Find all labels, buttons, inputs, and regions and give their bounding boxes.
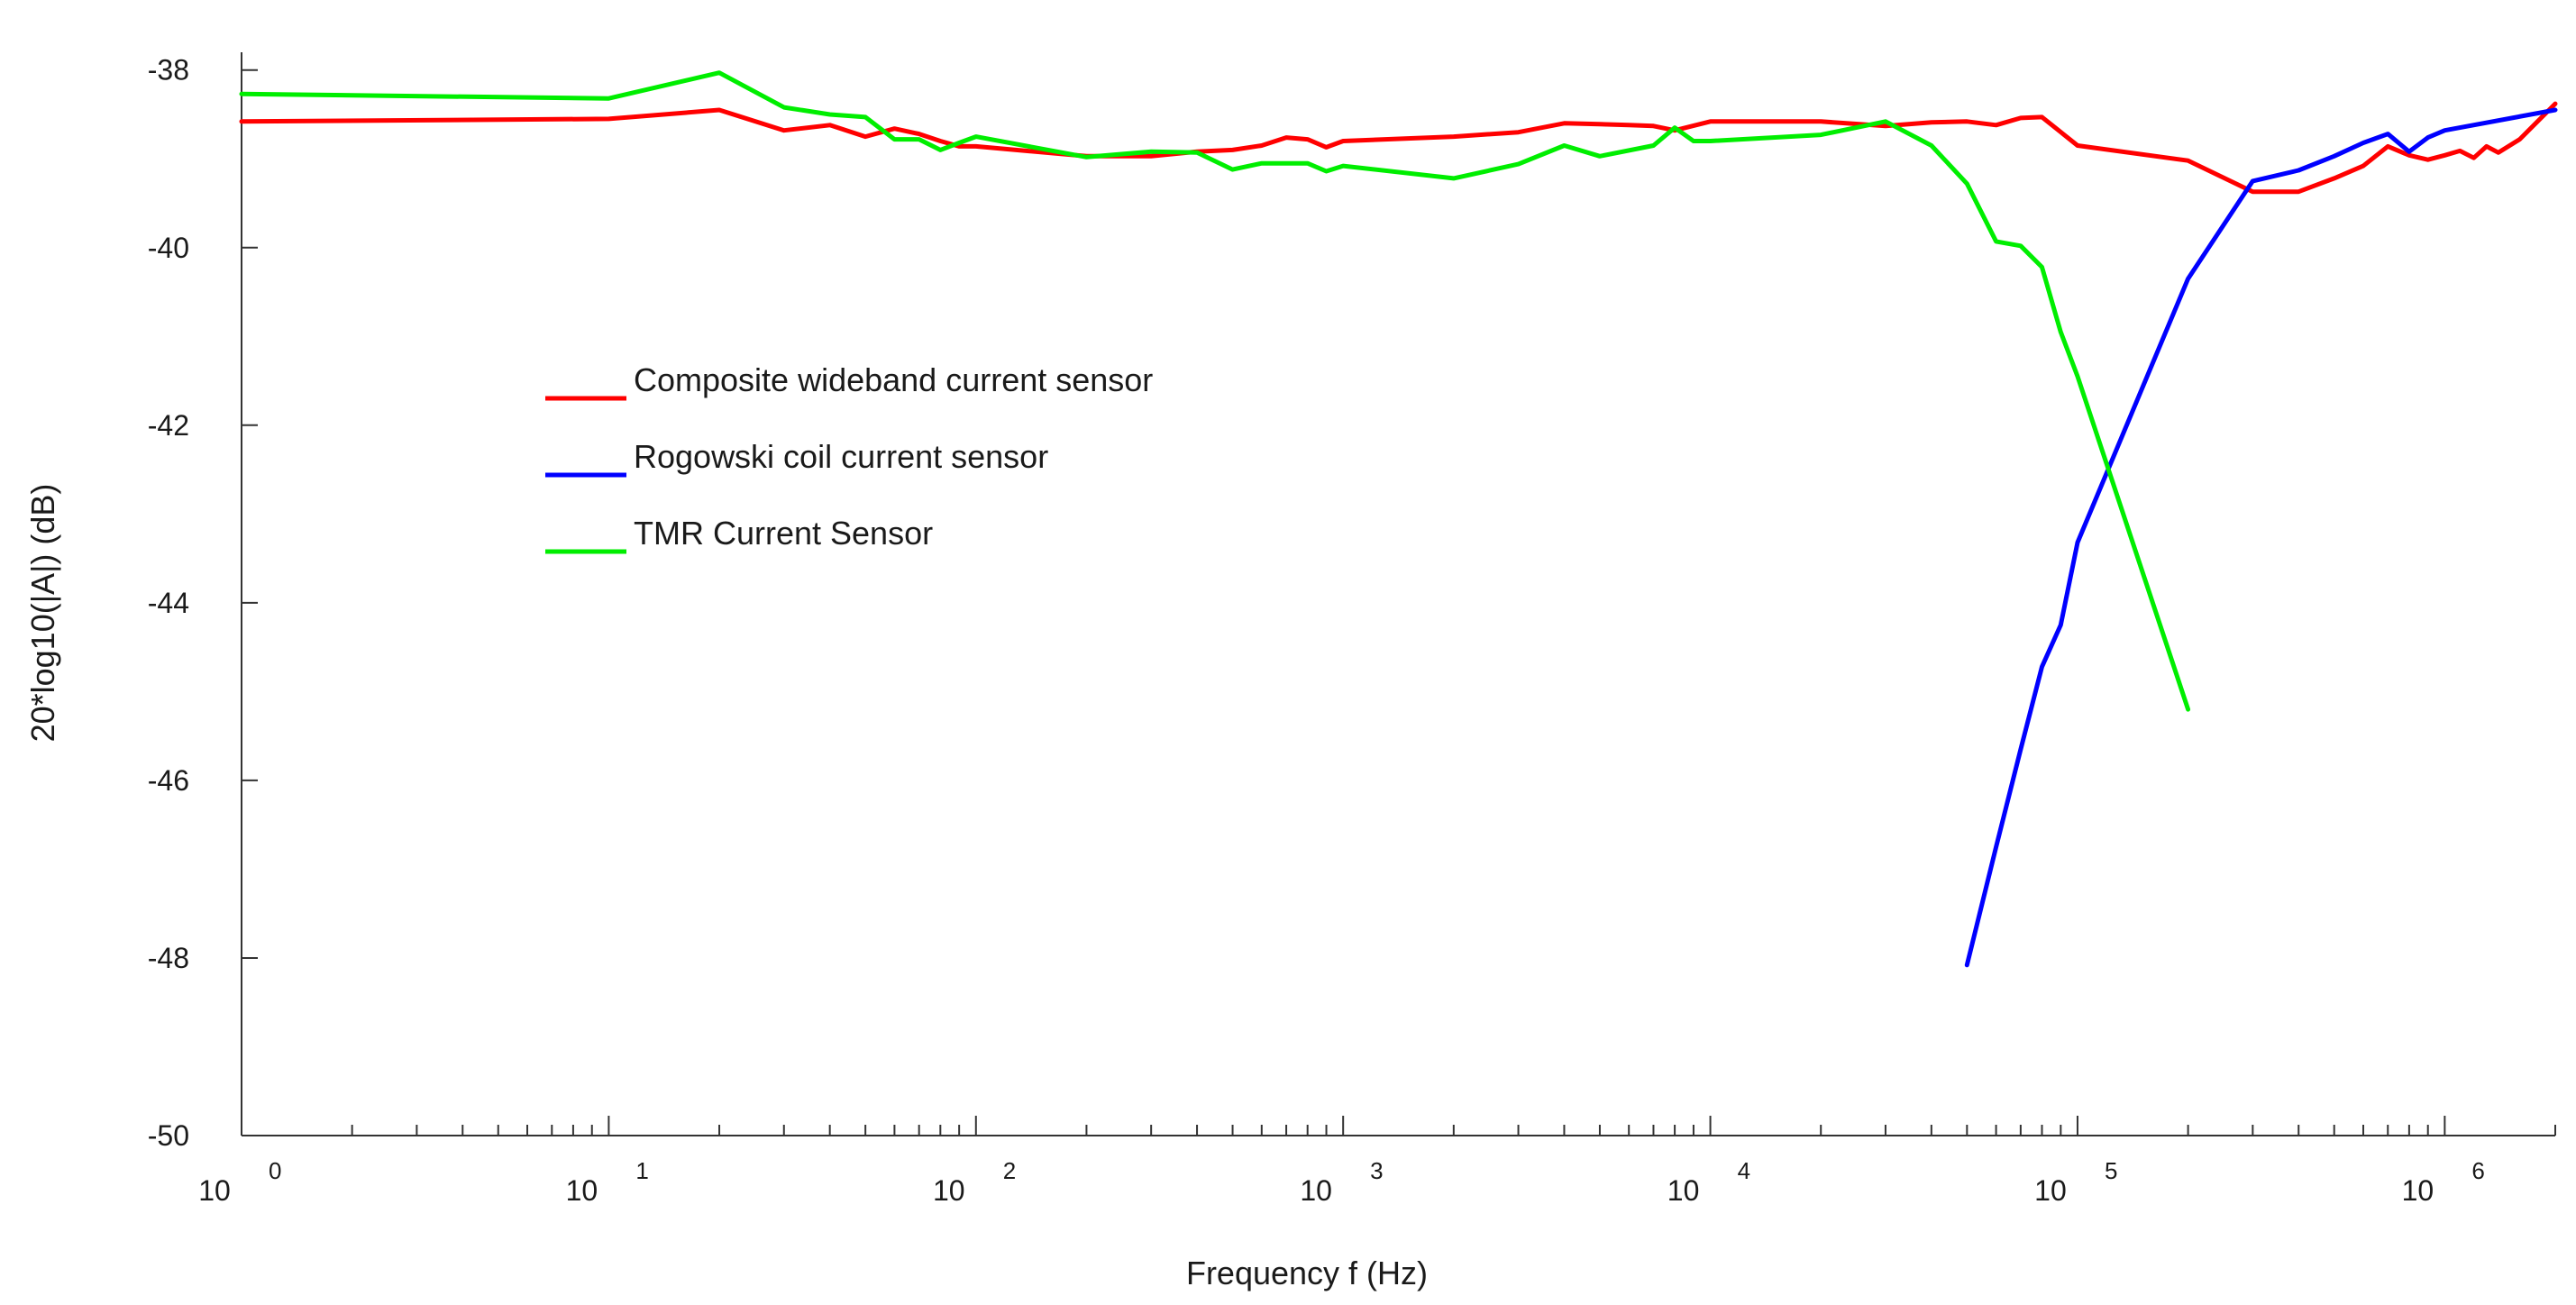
x-tick-label-exponent: 4 xyxy=(1738,1157,1750,1184)
y-tick-label: -44 xyxy=(148,587,189,619)
x-tick-label-base: 10 xyxy=(2402,1174,2434,1207)
x-tick-label-base: 10 xyxy=(933,1174,965,1207)
x-axis-label: Frequency f (Hz) xyxy=(1186,1255,1428,1291)
x-tick-label-base: 10 xyxy=(566,1174,598,1207)
x-ticks: 10 0 10 1 10 2 10 3 10 4 10 5 10 6 xyxy=(198,1116,2556,1207)
x-tick-label-base: 10 xyxy=(198,1174,231,1207)
legend-label-2: Rogowski coil current sensor xyxy=(634,438,1048,475)
x-tick-label-exponent: 5 xyxy=(2105,1157,2117,1184)
series-line-1 xyxy=(239,101,2558,195)
y-tick-label: -40 xyxy=(148,232,189,264)
series-line-2 xyxy=(1964,107,2558,968)
legend: Composite wideband current sensor Rogowsk… xyxy=(545,361,1153,554)
x-tick-label-exponent: 6 xyxy=(2471,1157,2484,1184)
y-tick-label: -48 xyxy=(148,942,189,974)
x-tick-label-base: 10 xyxy=(2034,1174,2067,1207)
x-tick-label-exponent: 1 xyxy=(635,1157,648,1184)
axes xyxy=(241,52,2555,1136)
y-ticks: -38 -40 -42 -44 -46 -48 -50 xyxy=(148,54,258,1152)
x-tick-label-exponent: 0 xyxy=(269,1157,281,1184)
legend-label-3: TMR Current Sensor xyxy=(634,515,933,552)
y-tick-label: -50 xyxy=(148,1119,189,1152)
x-tick-label-base: 10 xyxy=(1300,1174,1332,1207)
y-tick-label: -42 xyxy=(148,409,189,442)
x-tick-label-base: 10 xyxy=(1667,1174,1700,1207)
legend-label-1: Composite wideband current sensor xyxy=(634,361,1153,398)
y-tick-label: -46 xyxy=(148,764,189,797)
x-tick-label-exponent: 3 xyxy=(1370,1157,1383,1184)
series-line-3 xyxy=(239,70,2191,712)
y-tick-label: -38 xyxy=(148,54,189,87)
series-layer xyxy=(239,70,2558,968)
x-tick-label-exponent: 2 xyxy=(1003,1157,1016,1184)
y-axis-label: 20*log10(|A|) (dB) xyxy=(24,484,61,743)
